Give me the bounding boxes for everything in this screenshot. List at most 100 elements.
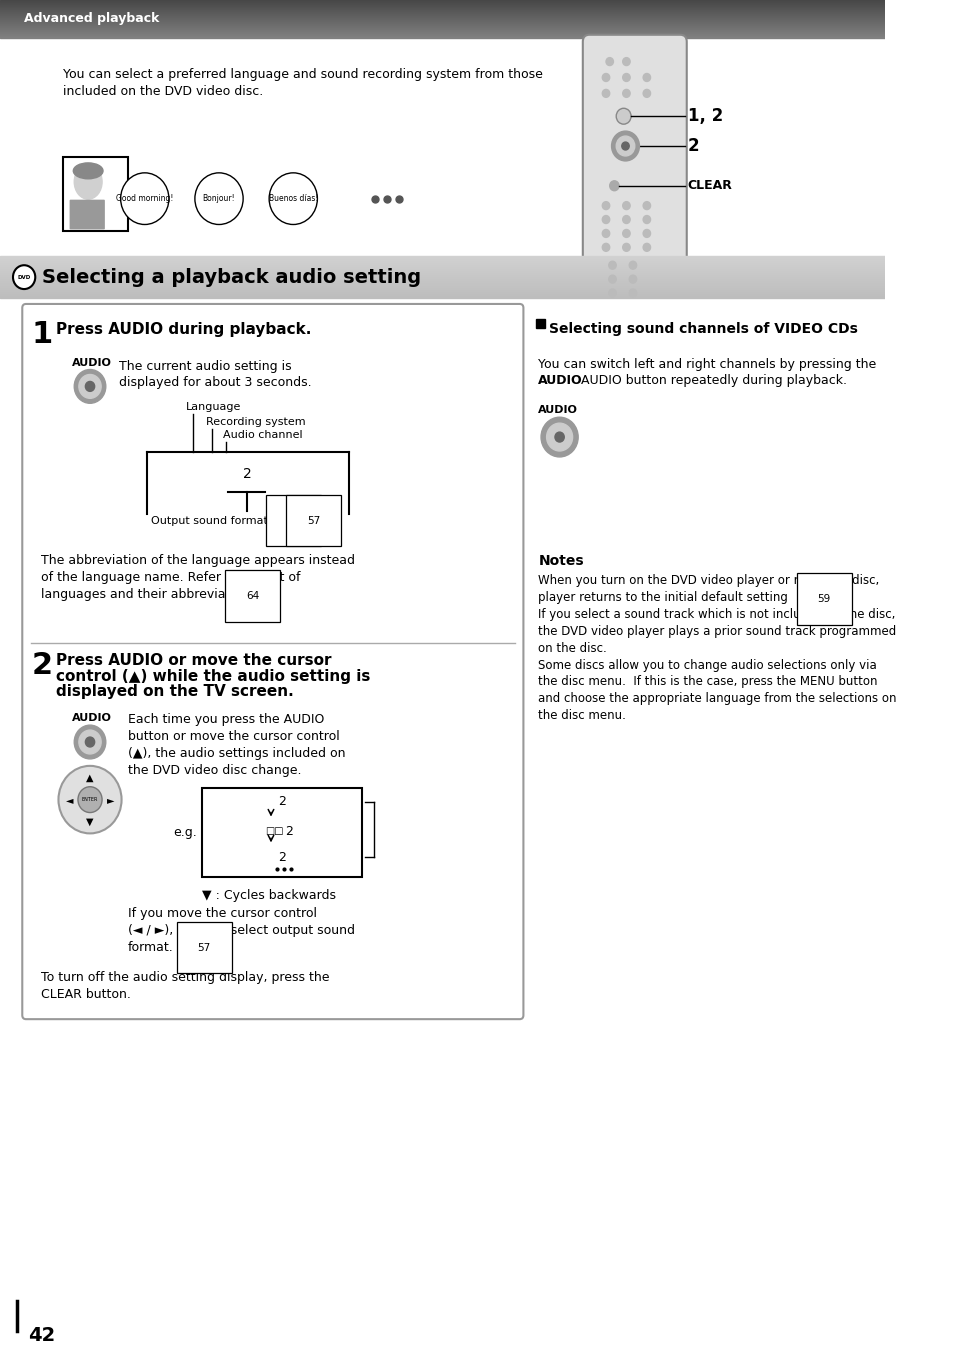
Text: control (▲) while the audio setting is: control (▲) while the audio setting is — [55, 669, 370, 683]
Circle shape — [269, 173, 317, 225]
Circle shape — [608, 275, 616, 283]
Text: (◄ / ►), you can select output sound: (◄ / ►), you can select output sound — [128, 923, 355, 937]
Text: AUDIO button repeatedly during playback.: AUDIO button repeatedly during playback. — [580, 375, 846, 387]
Text: Selecting a playback audio setting: Selecting a playback audio setting — [42, 268, 420, 287]
Text: format.: format. — [128, 941, 173, 953]
Circle shape — [629, 275, 636, 283]
Circle shape — [79, 731, 101, 754]
Text: 57: 57 — [307, 515, 320, 526]
Text: 2: 2 — [285, 825, 294, 838]
Text: ENTER: ENTER — [82, 797, 98, 802]
Circle shape — [74, 725, 106, 759]
Text: Recording system: Recording system — [206, 417, 305, 427]
Circle shape — [642, 89, 650, 97]
Text: If you move the cursor control: If you move the cursor control — [128, 907, 316, 919]
Circle shape — [601, 89, 609, 97]
Bar — [536, 319, 544, 328]
Circle shape — [642, 202, 650, 209]
Text: AUDIO: AUDIO — [72, 357, 112, 368]
Text: AUDIO: AUDIO — [72, 713, 112, 724]
Text: 59: 59 — [817, 594, 830, 604]
Circle shape — [622, 58, 630, 66]
Circle shape — [608, 288, 616, 297]
Bar — [63, 156, 128, 232]
Text: Advanced playback: Advanced playback — [24, 12, 159, 26]
Circle shape — [540, 417, 578, 457]
Text: 57: 57 — [197, 942, 211, 953]
Circle shape — [642, 74, 650, 81]
Text: Bonjour!: Bonjour! — [202, 194, 235, 204]
FancyBboxPatch shape — [70, 200, 105, 229]
Text: displayed for about 3 seconds.: displayed for about 3 seconds. — [119, 376, 311, 390]
Text: Press AUDIO during playback.: Press AUDIO during playback. — [55, 322, 311, 337]
FancyBboxPatch shape — [582, 35, 686, 267]
Circle shape — [621, 142, 629, 150]
Text: languages and their abbreviations.: languages and their abbreviations. — [41, 588, 259, 601]
Circle shape — [85, 737, 94, 747]
Text: and choose the appropriate language from the selections on: and choose the appropriate language from… — [537, 693, 896, 705]
Circle shape — [194, 173, 243, 225]
Circle shape — [601, 229, 609, 237]
Circle shape — [601, 202, 609, 209]
Circle shape — [642, 244, 650, 251]
Text: 2: 2 — [243, 466, 252, 481]
Text: AUDIO: AUDIO — [537, 375, 582, 387]
Text: 42: 42 — [28, 1326, 55, 1345]
Text: the DVD video disc change.: the DVD video disc change. — [128, 764, 301, 776]
Text: Some discs allow you to change audio selections only via: Some discs allow you to change audio sel… — [537, 659, 876, 671]
Text: button or move the cursor control: button or move the cursor control — [128, 731, 339, 743]
Circle shape — [622, 74, 630, 81]
Text: The abbreviation of the language appears instead: The abbreviation of the language appears… — [41, 554, 355, 568]
Circle shape — [85, 381, 94, 391]
Text: (▲), the audio settings included on: (▲), the audio settings included on — [128, 747, 345, 760]
Text: e.g.: e.g. — [172, 826, 196, 838]
Text: The current audio setting is: The current audio setting is — [119, 360, 291, 372]
Text: the disc menu.: the disc menu. — [537, 709, 625, 723]
Text: CLEAR button.: CLEAR button. — [41, 988, 131, 1002]
Circle shape — [79, 375, 101, 398]
Text: ▼: ▼ — [86, 817, 93, 826]
Text: Selecting sound channels of VIDEO CDs: Selecting sound channels of VIDEO CDs — [549, 322, 858, 336]
Circle shape — [601, 74, 609, 81]
Circle shape — [616, 108, 630, 124]
Circle shape — [601, 244, 609, 251]
Text: When you turn on the DVD video player or replace a disc,: When you turn on the DVD video player or… — [537, 574, 879, 588]
Circle shape — [622, 202, 630, 209]
Text: □□: □□ — [265, 826, 284, 836]
Text: 54: 54 — [286, 515, 299, 526]
Bar — [202, 787, 361, 878]
Circle shape — [58, 766, 121, 833]
Text: on the disc.: on the disc. — [537, 642, 606, 655]
Text: CLEAR: CLEAR — [687, 179, 732, 193]
Text: To turn off the audio setting display, press the: To turn off the audio setting display, p… — [41, 972, 329, 984]
Text: AUDIO: AUDIO — [537, 406, 578, 415]
Text: player returns to the initial default setting: player returns to the initial default se… — [537, 590, 787, 604]
Text: ►: ► — [107, 794, 114, 805]
Text: ◄: ◄ — [66, 794, 73, 805]
Circle shape — [616, 136, 634, 156]
Text: You can switch left and right channels by pressing the: You can switch left and right channels b… — [537, 357, 876, 371]
Text: 2: 2 — [278, 851, 286, 864]
Circle shape — [601, 216, 609, 224]
Circle shape — [555, 433, 563, 442]
Text: 1: 1 — [31, 319, 52, 349]
Text: 2: 2 — [278, 795, 286, 807]
Circle shape — [605, 58, 613, 66]
Text: Output sound format: Output sound format — [152, 515, 268, 526]
Circle shape — [629, 262, 636, 270]
Circle shape — [642, 216, 650, 224]
Text: Press AUDIO or move the cursor: Press AUDIO or move the cursor — [55, 652, 331, 667]
Ellipse shape — [74, 164, 102, 200]
Text: ▲: ▲ — [86, 772, 93, 783]
Text: ▼ : Cycles backwards: ▼ : Cycles backwards — [202, 890, 336, 902]
FancyBboxPatch shape — [22, 303, 523, 1019]
Circle shape — [611, 131, 639, 160]
Circle shape — [74, 369, 106, 403]
Text: Good morning!: Good morning! — [116, 194, 173, 204]
Circle shape — [13, 266, 35, 288]
Circle shape — [78, 787, 102, 813]
Circle shape — [622, 244, 630, 251]
Circle shape — [120, 173, 169, 225]
Text: Buenos días!: Buenos días! — [269, 194, 317, 204]
Text: included on the DVD video disc.: included on the DVD video disc. — [63, 85, 263, 98]
